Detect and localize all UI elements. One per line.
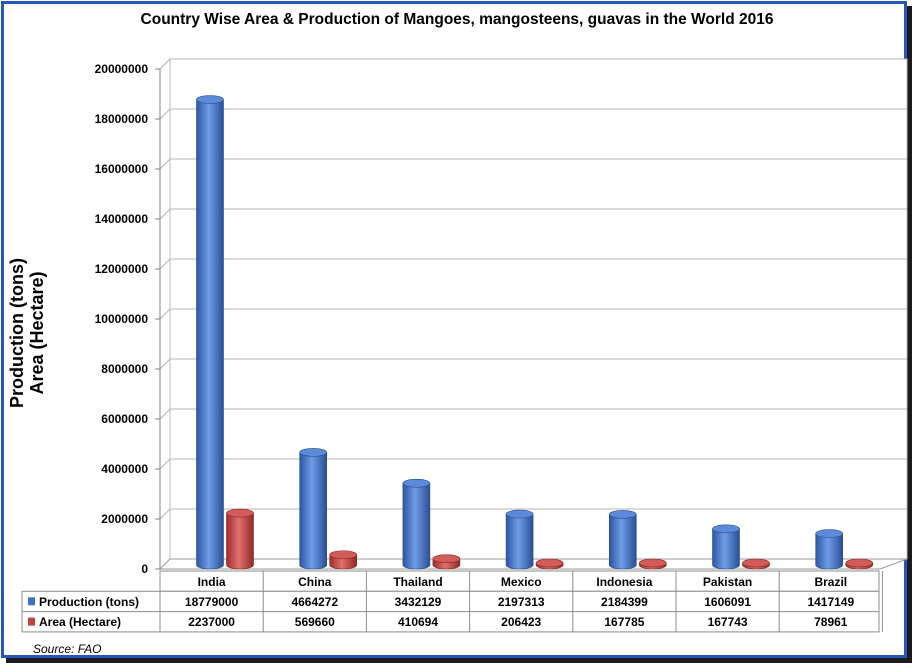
y-tick-label: 12000000: [95, 262, 149, 276]
bar-top: [535, 558, 564, 568]
gridlines: [159, 58, 907, 520]
x-category-label: Pakistan: [703, 575, 752, 589]
x-category-label: Thailand: [393, 575, 442, 589]
data-label: 2197313: [498, 595, 545, 609]
bar-body: [505, 513, 534, 570]
data-label: 206423: [501, 615, 541, 629]
data-label: 167743: [708, 615, 748, 629]
y-tick-label: 10000000: [95, 312, 149, 326]
legend-swatch: [28, 597, 35, 606]
bar-top: [505, 509, 534, 519]
data-table: India China Thailand Mexico Indonesia Pakista…: [21, 570, 883, 633]
data-label: 167785: [604, 615, 644, 629]
bar-area: [329, 550, 358, 570]
y-tick-label: 6000000: [101, 412, 148, 426]
bar-top: [845, 558, 874, 568]
gridline-diag: [159, 408, 171, 420]
bar-area: [226, 508, 254, 570]
x-category-label: India: [198, 575, 226, 589]
bar-area: [638, 558, 667, 570]
bar-body: [712, 528, 740, 570]
bar-top: [196, 95, 224, 104]
plot-walls: [158, 57, 908, 571]
floor: [158, 558, 908, 570]
x-category-label: Indonesia: [596, 575, 652, 589]
data-label: 2237000: [188, 615, 235, 629]
data-label: 3432129: [395, 595, 442, 609]
gridline-diag: [159, 158, 171, 170]
bar-body: [226, 512, 254, 570]
data-label: 569660: [295, 615, 335, 629]
data-label: 4664272: [291, 595, 338, 609]
bar-area: [742, 558, 770, 570]
bar-top: [329, 550, 358, 560]
data-label: 1417149: [807, 595, 854, 609]
data-label: 410694: [398, 615, 438, 629]
bar-production: [505, 509, 534, 570]
bar-area: [845, 558, 874, 570]
gridline-diag: [159, 208, 171, 220]
data-label: 2184399: [601, 595, 648, 609]
data-label: 18779000: [185, 595, 239, 609]
bar-top: [712, 524, 740, 534]
x-category-label: China: [298, 575, 332, 589]
gridline-diag: [159, 108, 171, 120]
y-tick-label: 8000000: [101, 362, 148, 376]
gridline-diag: [159, 258, 171, 270]
x-category-label: Mexico: [501, 575, 542, 589]
y-tick-label: 18000000: [95, 112, 149, 126]
legend-swatch: [28, 617, 35, 626]
y-tick-label: 20000000: [95, 62, 149, 76]
bar-top: [299, 448, 328, 457]
bar-body: [815, 533, 843, 570]
bar-top: [226, 508, 254, 518]
source-note: Source: FAO: [33, 642, 102, 656]
bar-body: [196, 99, 224, 570]
bar-top: [608, 510, 637, 519]
bar-production: [402, 478, 431, 570]
bar-area: [432, 554, 461, 570]
data-label: 78961: [814, 615, 848, 629]
gridline-diag: [159, 358, 171, 370]
bar-body: [402, 482, 431, 570]
y-tick-label: 0: [141, 562, 148, 576]
gridline-diag: [159, 458, 171, 470]
chart-title: Country Wise Area & Production of Mangoe…: [140, 11, 774, 28]
bar-production: [299, 448, 328, 570]
bar-top: [815, 529, 844, 538]
bar-production: [196, 95, 224, 570]
bar-area: [535, 558, 564, 570]
x-category-label: Brazil: [814, 575, 847, 589]
legend-label: Production (tons): [39, 595, 139, 609]
gridline-diag: [159, 58, 171, 70]
bars: [196, 95, 874, 570]
y-tick-label: 16000000: [95, 162, 149, 176]
data-label: 1606091: [704, 595, 751, 609]
bar-body: [299, 452, 327, 570]
bar-top: [742, 558, 770, 568]
bar-top: [432, 554, 461, 564]
y-tick-label: 2000000: [101, 512, 148, 526]
bar-top: [638, 558, 667, 568]
gridline-diag: [159, 508, 171, 520]
y-tick-labels: 0 2000000 4000000 6000000 8000000 10000000 120…: [95, 62, 161, 576]
legend-label: Area (Hectare): [39, 615, 121, 629]
bar-production: [815, 529, 844, 570]
bar-top: [402, 478, 431, 488]
bar-production: [608, 510, 637, 570]
bar-production: [712, 524, 740, 570]
gridline-diag: [159, 308, 171, 320]
y-tick-label: 4000000: [101, 462, 148, 476]
y-tick-label: 14000000: [95, 212, 149, 226]
bar-body: [609, 514, 637, 570]
